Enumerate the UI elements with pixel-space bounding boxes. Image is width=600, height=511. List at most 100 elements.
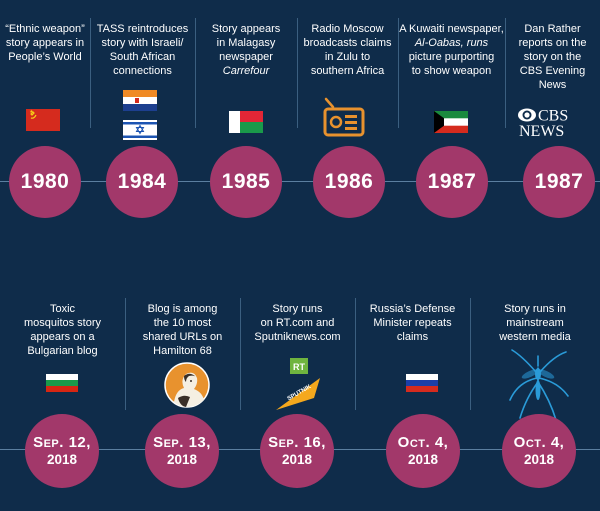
description-line: News: [538, 79, 567, 91]
description-line: Blog is among: [147, 303, 218, 315]
date-label: Sep. 16,: [268, 434, 326, 451]
timeline-event: Story appears in Malagasy newspaper Carr…: [195, 0, 297, 230]
column-divider: [505, 18, 506, 128]
description-line: mainstream: [506, 317, 564, 329]
timeline-event: Blog is among the 10 most shared URLs on…: [125, 290, 240, 511]
column-divider: [398, 18, 399, 128]
description-line: newspaper: [219, 51, 273, 63]
year-label: 1987: [534, 170, 584, 193]
description-line: Story runs in: [504, 303, 566, 315]
date-circle: Sep. 16, 2018: [260, 414, 334, 488]
description-line: TASS reintroduces: [96, 23, 189, 35]
description-line: Sputniknews.com: [254, 331, 341, 343]
event-description: Toxic mosquitos story appears on a Bulga…: [0, 302, 125, 358]
year-circle: 1987: [416, 146, 488, 218]
year-label: 2018: [281, 452, 313, 467]
description-line: southern Africa: [310, 65, 385, 77]
column-divider: [470, 298, 471, 410]
date-label: Oct. 4,: [397, 434, 449, 451]
event-description: A Kuwaiti newspaper, Al-Oabas, runs pict…: [398, 22, 505, 78]
year-label: 1987: [427, 170, 477, 193]
date-circle: Oct. 4, 2018: [502, 414, 576, 488]
hamilton-portrait-icon: [164, 362, 210, 408]
timeline-row-1980s: “Ethnic weapon” story appears in People’…: [0, 0, 600, 230]
description-line: broadcasts claims: [303, 37, 392, 49]
description-line: “Ethnic weapon”: [5, 23, 85, 35]
column-divider: [355, 298, 356, 410]
date-label: Sep. 12,: [33, 434, 91, 451]
description-line: western media: [499, 331, 571, 343]
description-line: Radio Moscow: [311, 23, 384, 35]
description-line: appears on a: [30, 331, 95, 343]
event-description: Russia’s Defense Minister repeats claims: [355, 302, 470, 344]
description-line: Story runs: [272, 303, 323, 315]
event-description: Story runs in mainstream western media: [470, 302, 600, 344]
event-description: Radio Moscow broadcasts claims in Zulu t…: [297, 22, 398, 78]
description-line: story with Israeli/: [101, 37, 184, 49]
news-logo-text: NEWS: [519, 123, 564, 138]
event-description: Story runs on RT.com and Sputniknews.com: [240, 302, 355, 344]
description-line: the 10 most: [153, 317, 212, 329]
description-line: in Zulu to: [324, 51, 371, 63]
soviet-flag-icon: [26, 109, 60, 131]
description-line: picture purporting: [408, 51, 495, 63]
bulgaria-flag-icon: [46, 374, 78, 392]
event-description: Dan Rather reports on the story on the C…: [505, 22, 600, 92]
description-line: CBS Evening: [519, 65, 586, 77]
description-line: Al-Oabas, runs: [414, 37, 489, 49]
year-circle: 1980: [9, 146, 81, 218]
south-africa-israel-flags-icon: [123, 90, 157, 140]
description-line: connections: [113, 65, 172, 77]
event-description: Story appears in Malagasy newspaper Carr…: [195, 22, 297, 78]
description-line: story on the: [523, 51, 582, 63]
description-line: South African: [109, 51, 176, 63]
timeline-event: A Kuwaiti newspaper, Al-Oabas, runs pict…: [398, 0, 505, 230]
year-label: 2018: [166, 452, 198, 467]
timeline-row-2018: Toxic mosquitos story appears on a Bulga…: [0, 290, 600, 511]
rt-sputnik-logo-icon: RT SPUTNIK: [276, 358, 320, 410]
year-label: 1986: [324, 170, 374, 193]
column-divider: [297, 18, 298, 128]
description-line: Hamilton 68: [153, 345, 212, 357]
description-line: shared URLs on: [142, 331, 223, 343]
year-circle: 1987: [523, 146, 595, 218]
description-line: A Kuwaiti newspaper,: [399, 23, 504, 35]
timeline-axis: [0, 181, 600, 182]
description-line: Story appears: [211, 23, 281, 35]
timeline-event: Toxic mosquitos story appears on a Bulga…: [0, 290, 125, 511]
year-label: 2018: [407, 452, 439, 467]
timeline-event: Story runs in mainstream western media O…: [470, 290, 600, 511]
cbs-logo-text: CBS: [538, 108, 568, 125]
kuwait-flag-icon: [434, 111, 468, 133]
timeline-event: Story runs on RT.com and Sputniknews.com…: [240, 290, 355, 511]
description-line: mosquitos story: [23, 317, 102, 329]
description-line: reports on the: [518, 37, 587, 49]
column-divider: [240, 298, 241, 410]
description-line: Dan Rather: [524, 23, 581, 35]
radio-icon: [323, 97, 365, 137]
description-line: Russia’s Defense: [369, 303, 456, 315]
description-line: in Malagasy: [216, 37, 276, 49]
description-line: Bulgarian blog: [27, 345, 98, 357]
year-circle: 1984: [106, 146, 178, 218]
event-description: Blog is among the 10 most shared URLs on…: [125, 302, 240, 358]
event-description: “Ethnic weapon” story appears in People’…: [0, 22, 90, 64]
rt-logo-text: RT: [293, 362, 305, 372]
column-divider: [90, 18, 91, 128]
timeline-event: TASS reintroduces story with Israeli/ So…: [90, 0, 195, 230]
year-label: 2018: [523, 452, 555, 467]
mosquito-icon: [509, 349, 569, 421]
description-line: Carrefour: [222, 65, 270, 77]
column-divider: [195, 18, 196, 128]
description-line: Minister repeats: [373, 317, 452, 329]
year-label: 2018: [46, 452, 78, 467]
date-label: Oct. 4,: [513, 434, 565, 451]
description-line: to show weapon: [411, 65, 492, 77]
description-line: People’s World: [8, 51, 82, 63]
description-line: story appears in: [5, 37, 85, 49]
timeline-event: Russia’s Defense Minister repeats claims…: [355, 290, 470, 511]
year-label: 1980: [20, 170, 70, 193]
cbs-news-logo-icon: CBS NEWS: [518, 108, 568, 138]
year-label: 1984: [117, 170, 167, 193]
russia-flag-icon: [406, 374, 438, 392]
